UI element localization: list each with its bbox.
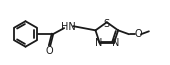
Text: S: S xyxy=(104,19,110,29)
Text: O: O xyxy=(134,29,142,39)
Text: O: O xyxy=(46,46,53,56)
Text: HN: HN xyxy=(61,22,75,32)
Text: N: N xyxy=(112,38,119,48)
Text: N: N xyxy=(95,38,102,48)
